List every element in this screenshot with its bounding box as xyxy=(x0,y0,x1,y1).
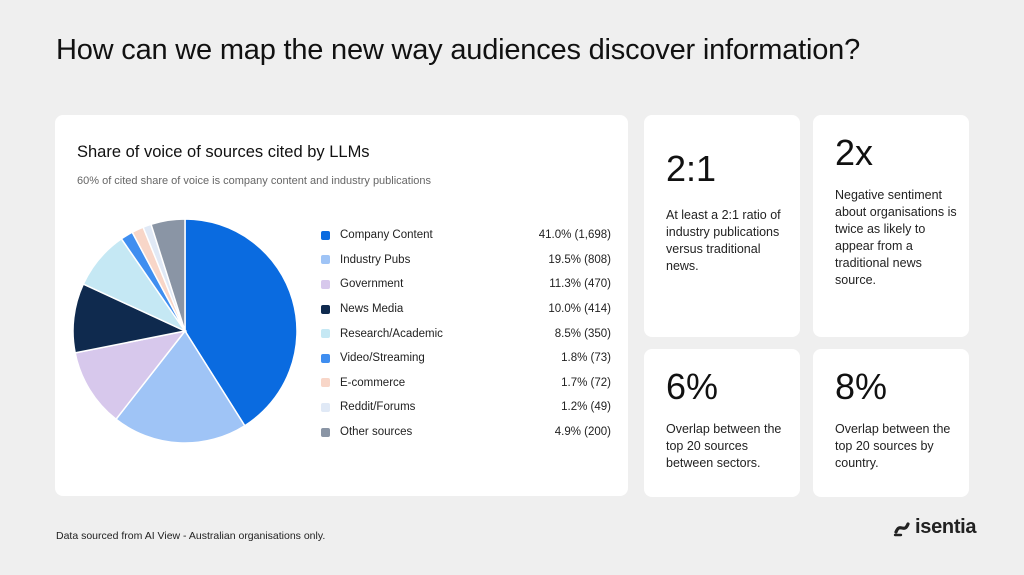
stat-number: 6% xyxy=(666,366,719,407)
legend-item: News Media 10.0% (414) xyxy=(321,297,611,322)
page-title: How can we map the new way audiences dis… xyxy=(56,34,861,66)
legend-label: Government xyxy=(340,278,404,291)
stat-text: Overlap between the top 20 sources betwe… xyxy=(666,422,782,470)
legend-item: E-commerce 1.7% (72) xyxy=(321,371,611,396)
pie-slice-industry-pubs xyxy=(114,329,246,444)
legend-swatch xyxy=(321,427,330,437)
legend-value: 41.0% (1,698) xyxy=(538,229,611,242)
chart-title: Share of voice of sources cited by LLMs xyxy=(77,143,370,161)
legend-item: Other sources 4.9% (200) xyxy=(321,420,611,445)
legend-label: Reddit/Forums xyxy=(340,401,416,414)
stat-number: 8% xyxy=(835,366,888,407)
legend-label: News Media xyxy=(340,303,404,316)
stat-text: Negative sentiment about organisations i… xyxy=(835,188,957,287)
legend-value: 1.8% (73) xyxy=(561,352,611,365)
legend-swatch xyxy=(321,304,330,314)
legend-label: Industry Pubs xyxy=(340,253,411,266)
pie-chart xyxy=(72,218,298,444)
legend-item: Reddit/Forums 1.2% (49) xyxy=(321,395,611,420)
pie-slice-government xyxy=(74,329,187,421)
stat-card-country-overlap: 8% Overlap between the top 20 sources by… xyxy=(813,349,969,497)
chart-legend: Company Content 41.0% (1,698) Industry Pub… xyxy=(321,223,611,444)
legend-value: 19.5% (808) xyxy=(548,253,611,266)
legend-label: Company Content xyxy=(340,229,433,242)
legend-swatch xyxy=(321,402,330,412)
legend-value: 1.7% (72) xyxy=(561,376,611,389)
stat-card-sector-overlap: 6% Overlap between the top 20 sources be… xyxy=(644,349,800,497)
legend-item: Video/Streaming 1.8% (73) xyxy=(321,346,611,371)
legend-swatch xyxy=(321,255,330,265)
legend-value: 4.9% (200) xyxy=(554,426,611,439)
isentia-logo-icon xyxy=(893,521,910,536)
legend-item: Company Content 41.0% (1,698) xyxy=(321,223,611,248)
legend-value: 11.3% (470) xyxy=(549,278,611,291)
legend-swatch xyxy=(321,230,330,240)
legend-swatch xyxy=(321,329,330,339)
legend-value: 1.2% (49) xyxy=(561,401,611,414)
footnote: Data sourced from AI View - Australian o… xyxy=(56,530,326,542)
legend-value: 8.5% (350) xyxy=(554,327,611,340)
legend-label: Research/Academic xyxy=(340,327,443,340)
stat-number: 2:1 xyxy=(666,148,717,189)
stat-number: 2x xyxy=(835,132,874,173)
chart-subtitle: 60% of cited share of voice is company c… xyxy=(77,175,432,187)
stat-text: At least a 2:1 ratio of industry publica… xyxy=(666,208,781,273)
stat-text: Overlap between the top 20 sources by co… xyxy=(835,422,951,470)
brand-logo: isentia xyxy=(892,516,977,539)
legend-item: Research/Academic 8.5% (350) xyxy=(321,321,611,346)
legend-item: Government 11.3% (470) xyxy=(321,272,611,297)
legend-label: Other sources xyxy=(340,426,413,439)
legend-swatch xyxy=(321,279,330,289)
legend-label: Video/Streaming xyxy=(340,352,425,365)
legend-value: 10.0% (414) xyxy=(548,303,611,316)
legend-swatch xyxy=(321,353,330,363)
stat-card-ratio: 2:1 At least a 2:1 ratio of industry pub… xyxy=(644,115,800,337)
chart-card: Share of voice of sources cited by LLMs … xyxy=(55,115,628,496)
brand-name: isentia xyxy=(915,516,977,538)
legend-item: Industry Pubs 19.5% (808) xyxy=(321,248,611,273)
pie-slice-other-sources xyxy=(150,218,186,332)
stat-card-negative-sentiment: 2x Negative sentiment about organisation… xyxy=(813,115,969,337)
legend-swatch xyxy=(321,378,330,388)
legend-label: E-commerce xyxy=(340,376,406,389)
